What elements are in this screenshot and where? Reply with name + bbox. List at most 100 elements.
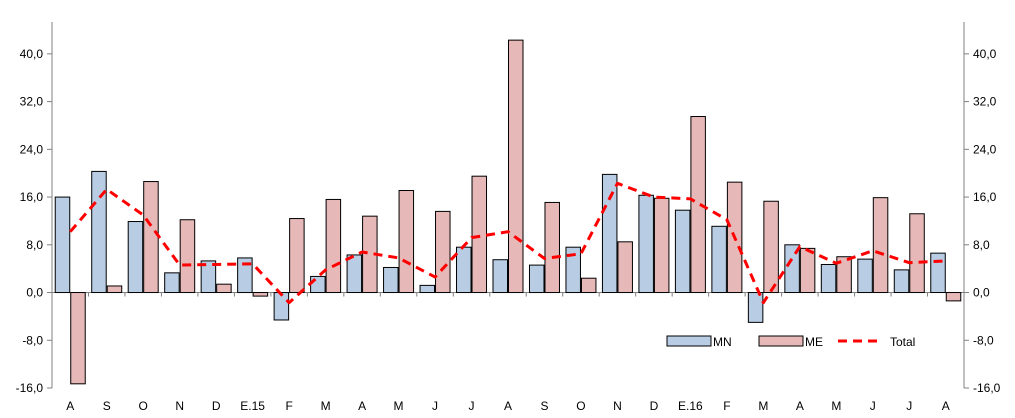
x-tick-label: A [504,399,512,413]
x-tick-label: A [796,399,804,413]
x-tick-label: J [432,399,438,413]
bar-mn [601,173,618,294]
bar-mn [565,246,581,294]
bar-me [289,218,305,294]
legend-label-total: Total [890,335,915,349]
bar-mn [820,263,837,294]
bar-mn [237,257,253,294]
x-tick-label: J [469,399,475,413]
x-tick-label: N [613,399,622,413]
x-tick-label: F [723,399,730,413]
x-tick-label: N [175,399,184,413]
x-tick-label: A [66,399,74,413]
bar-me [325,198,342,294]
bar-me [872,197,889,294]
bar-mn [528,264,545,294]
right-y-tick-label: -16,0 [973,381,1001,395]
bar-mn [674,209,691,294]
bar-mn [54,196,71,294]
bar-mn [383,266,399,294]
x-tick-label: O [139,399,148,413]
bar-mn [492,259,508,294]
bar-me [143,181,159,294]
bar-me [70,292,86,385]
bar-me [398,190,415,294]
x-tick-label: M [394,399,404,413]
bar-mn [784,244,800,294]
left-y-tick-label: -8,0 [22,333,43,347]
bars [54,39,962,385]
left-y-tick-label: -16,0 [16,381,44,395]
total-line-group [69,181,946,305]
bar-me [544,201,560,294]
bar-mn [456,246,472,294]
x-tick-label: A [358,399,366,413]
legend-label-me: ME [805,335,823,349]
bar-mn [930,252,946,294]
bar-me [471,175,488,294]
bar-mn [127,221,144,294]
right-y-tick-label: 8,0 [973,238,990,252]
x-tick-label: M [321,399,331,413]
bar-mn [638,194,654,294]
right-y-tick-label: 32,0 [973,95,997,109]
x-tick-label: J [870,399,876,413]
bar-me [617,241,633,294]
bar-me [836,256,852,294]
x-tick-label: E.15 [240,399,265,413]
x-tick-label: E.16 [678,399,703,413]
x-tick-label: D [650,399,659,413]
bar-mn [164,272,180,294]
bar-me [909,213,925,294]
left-y-tick-label: 16,0 [20,190,44,204]
bar-mn [419,284,436,294]
bar-mn [346,254,363,294]
x-tick-label: S [103,399,111,413]
x-tick-label: D [212,399,221,413]
bar-me [799,247,816,294]
bar-me [580,277,597,294]
left-y-tick-label: 40,0 [20,47,44,61]
right-y-tick-label: 16,0 [973,190,997,204]
x-tick-label: M [758,399,768,413]
bar-mn [857,258,873,294]
bar-mn [273,292,290,321]
x-tick-label: S [540,399,548,413]
x-tick-labels: A S O N D E.15 F M A M J J A S O N D E.16 F M A M J J A [66,399,950,413]
left-y-tick-label: 32,0 [20,95,44,109]
x-tick-label: A [942,399,950,413]
bar-me [106,285,123,294]
right-y-tick-label: -8,0 [973,333,994,347]
left-y-tick-label: 24,0 [20,142,44,156]
bar-me [435,210,451,294]
bar-mn [711,225,727,294]
bar-me [653,197,670,294]
bar-mn [747,292,764,323]
bar-mn [200,260,217,294]
bar-me [763,200,779,294]
bar-me [252,292,269,297]
right-y-tick-label: 24,0 [973,142,997,156]
bar-me [508,39,524,294]
bar-mn [893,269,910,294]
legend-swatch-mn [666,335,712,347]
right-y-tick-label: 0,0 [973,286,990,300]
bar-mn [310,275,326,294]
total-line [69,181,946,305]
legend: MN ME Total [666,335,915,349]
left-y-tick-label: 0,0 [26,286,43,300]
x-tick-label: O [576,399,585,413]
bar-mn [91,170,107,294]
bar-me [945,292,962,302]
right-y-tick-label: 40,0 [973,47,997,61]
bar-me [216,283,232,294]
left-y-tick-label: 8,0 [26,238,43,252]
legend-label-mn: MN [713,335,732,349]
x-tick-label: J [906,399,912,413]
bar-me [179,219,196,294]
x-tick-label: F [285,399,292,413]
legend-swatch-me [758,335,804,347]
x-tick-label: M [831,399,841,413]
